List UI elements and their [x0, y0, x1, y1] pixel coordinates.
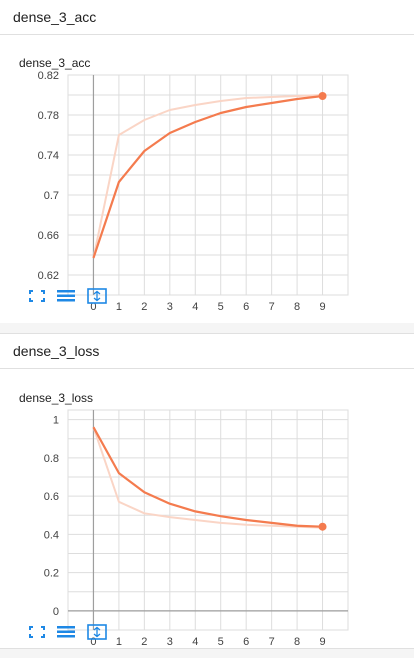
x-tick-label: 0 [90, 636, 96, 648]
chart-card-acc: dense_3_acc 0.62 0.66 0.7 0.74 0.78 0.82 0 1 2 3 4… [0, 35, 414, 315]
x-tick-label: 9 [319, 301, 325, 313]
x-tick-label: 8 [294, 301, 300, 313]
x-tick-label: 1 [116, 301, 122, 313]
y-tick-label: 0.78 [38, 110, 59, 122]
x-tick-label: 0 [90, 301, 96, 313]
last-point-marker [318, 92, 327, 100]
data-list-icon[interactable] [56, 288, 76, 304]
smoothed-series-line [92, 426, 323, 528]
x-tick-label: 4 [192, 301, 198, 313]
x-tick-label: 7 [269, 301, 275, 313]
section-divider [0, 323, 414, 334]
x-tick-label: 6 [243, 301, 249, 313]
chart-card-loss: dense_3_loss 0 0.2 0.4 0.6 0.8 1 0 1 2 3 4 5 6 7 8 9 [0, 369, 414, 648]
y-tick-label: 0.2 [44, 568, 59, 580]
x-tick-label: 1 [116, 636, 122, 648]
plot-border [67, 74, 349, 296]
chart-acc[interactable]: 0.62 0.66 0.7 0.74 0.78 0.82 0 1 2 3 4 5 6 7 8 9 [0, 70, 414, 315]
section-header-acc[interactable]: dense_3_acc [0, 0, 414, 35]
x-tick-label: 7 [269, 636, 275, 648]
smoothed-series-line [92, 94, 323, 259]
x-tick-label: 3 [167, 301, 173, 313]
fullscreen-icon[interactable] [27, 288, 47, 304]
last-point-marker [318, 522, 327, 531]
plot-border [67, 409, 349, 631]
x-tick-label: 3 [167, 636, 173, 648]
chart-toolbar [27, 288, 117, 306]
data-list-icon[interactable] [56, 624, 76, 640]
raw-series-line [92, 94, 323, 259]
y-tick-label: 0.62 [38, 270, 59, 282]
y-tick-label: 0.7 [44, 190, 59, 202]
chart-toolbar [27, 624, 117, 642]
y-tick-label: 0.8 [44, 453, 59, 465]
section-header-loss[interactable]: dense_3_loss [0, 334, 414, 369]
x-tick-label: 2 [141, 301, 147, 313]
section-title: dense_3_loss [13, 343, 100, 359]
chart-loss[interactable]: 0 0.2 0.4 0.6 0.8 1 0 1 2 3 4 5 6 7 8 9 [0, 405, 414, 650]
x-tick-label: 5 [218, 636, 224, 648]
x-tick-label: 9 [319, 636, 325, 648]
section-divider [0, 648, 414, 658]
y-tick-label: 0 [53, 606, 59, 618]
x-tick-label: 6 [243, 636, 249, 648]
section-title: dense_3_acc [13, 9, 97, 25]
x-tick-label: 8 [294, 636, 300, 648]
y-tick-label: 0.4 [44, 529, 59, 541]
x-tick-label: 5 [218, 301, 224, 313]
y-tick-label: 0.66 [38, 230, 59, 242]
x-tick-label: 2 [141, 636, 147, 648]
chart-title: dense_3_loss [19, 391, 94, 405]
y-tick-label: 0.6 [44, 491, 59, 503]
x-tick-label: 4 [192, 636, 198, 648]
fit-domain-icon[interactable] [87, 288, 107, 304]
chart-title: dense_3_acc [19, 56, 91, 70]
y-tick-label: 0.82 [38, 70, 59, 82]
fit-domain-icon[interactable] [87, 624, 107, 640]
fullscreen-icon[interactable] [27, 624, 47, 640]
y-tick-label: 0.74 [38, 150, 59, 162]
y-tick-label: 1 [53, 415, 59, 427]
raw-series-line [92, 426, 323, 529]
